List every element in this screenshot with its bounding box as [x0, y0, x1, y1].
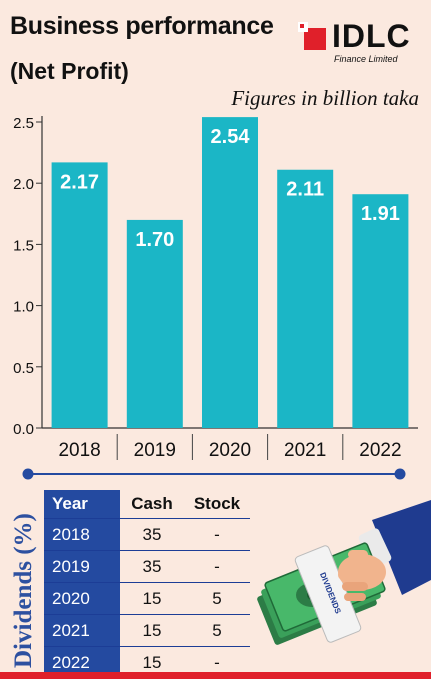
column-header-cash: Cash: [131, 494, 173, 513]
bar-value-label: 1.70: [135, 229, 174, 251]
stock-cell: -: [214, 556, 220, 576]
divider-dot-right: [394, 468, 406, 480]
page-subtitle: (Net Profit): [10, 58, 129, 84]
page-title: Business performance: [10, 12, 274, 40]
company-logo: IDLC Finance Limited: [298, 18, 428, 68]
cash-cell: 35: [142, 524, 162, 544]
bar-value-label: 2.11: [286, 179, 324, 201]
bar-value-label: 2.54: [211, 126, 251, 148]
logo-mark-icon: [298, 22, 326, 50]
year-cell: 2021: [44, 615, 120, 646]
year-cell: 2018: [44, 519, 120, 550]
bottom-accent-bar: [0, 672, 431, 679]
x-tick-label: 2022: [359, 440, 401, 461]
table-row: 2018 35 -: [44, 519, 250, 551]
x-tick-label: 2021: [284, 440, 326, 461]
bar: [352, 194, 409, 428]
column-header-stock: Stock: [193, 494, 241, 513]
table-row: 2021 15 5: [44, 615, 250, 647]
bar: [277, 169, 334, 428]
hand-icon: [338, 550, 386, 601]
cash-cell: 15: [142, 652, 162, 672]
logo-name: IDLC: [332, 18, 411, 54]
stock-cell: -: [214, 652, 220, 672]
x-tick-label: 2019: [134, 440, 176, 461]
column-header-year: Year: [44, 490, 120, 518]
year-cell: 2020: [44, 583, 120, 614]
bar: [51, 162, 108, 428]
money-hand-illustration: DIVIDENDS: [257, 500, 431, 645]
table-header-row: Year Cash Stock: [44, 490, 250, 519]
figures-note: Figures in billion taka: [231, 86, 419, 110]
bar-value-label: 2.17: [60, 171, 99, 193]
sleeve-shape: [372, 500, 431, 595]
dividends-label: Dividends (%): [10, 513, 37, 668]
y-tick-label: 0.5: [13, 360, 34, 377]
stock-cell: 5: [212, 620, 222, 640]
y-tick-label: 2.0: [13, 176, 34, 193]
cash-cell: 15: [142, 588, 162, 608]
y-tick-label: 1.0: [13, 299, 34, 316]
bar: [126, 219, 183, 428]
cuff-shape: [358, 528, 392, 568]
bar: [202, 117, 258, 428]
stock-cell: -: [214, 524, 220, 544]
table-row: 2019 35 -: [44, 551, 250, 583]
dividends-table: Year Cash Stock 2018 35 - 2019 35 - 2020…: [44, 490, 250, 679]
x-tick-label: 2018: [58, 440, 100, 461]
table-row: 2020 15 5: [44, 583, 250, 615]
cash-cell: 15: [142, 620, 162, 640]
x-tick-label: 2020: [209, 440, 251, 461]
logo-subtitle: Finance Limited: [334, 54, 398, 64]
y-tick-label: 2.5: [13, 115, 34, 132]
bar-value-label: 1.91: [361, 203, 400, 225]
divider-dot-left: [22, 468, 34, 480]
stock-cell: 5: [212, 588, 222, 608]
y-tick-label: 1.5: [13, 237, 34, 254]
net-profit-chart: 0.0 0.5 1.0 1.5 2.0 2.5 2.17 2018 1.70 2019 2.54 20…: [13, 115, 418, 480]
y-tick-label: 0.0: [13, 421, 34, 438]
year-cell: 2019: [44, 551, 120, 582]
cash-cell: 35: [142, 556, 162, 576]
